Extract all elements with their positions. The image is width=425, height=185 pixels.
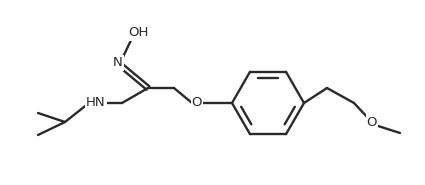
Text: OH: OH bbox=[128, 26, 148, 40]
Text: HN: HN bbox=[86, 97, 106, 110]
Text: O: O bbox=[367, 115, 377, 129]
Text: O: O bbox=[192, 97, 202, 110]
Text: N: N bbox=[113, 56, 123, 70]
